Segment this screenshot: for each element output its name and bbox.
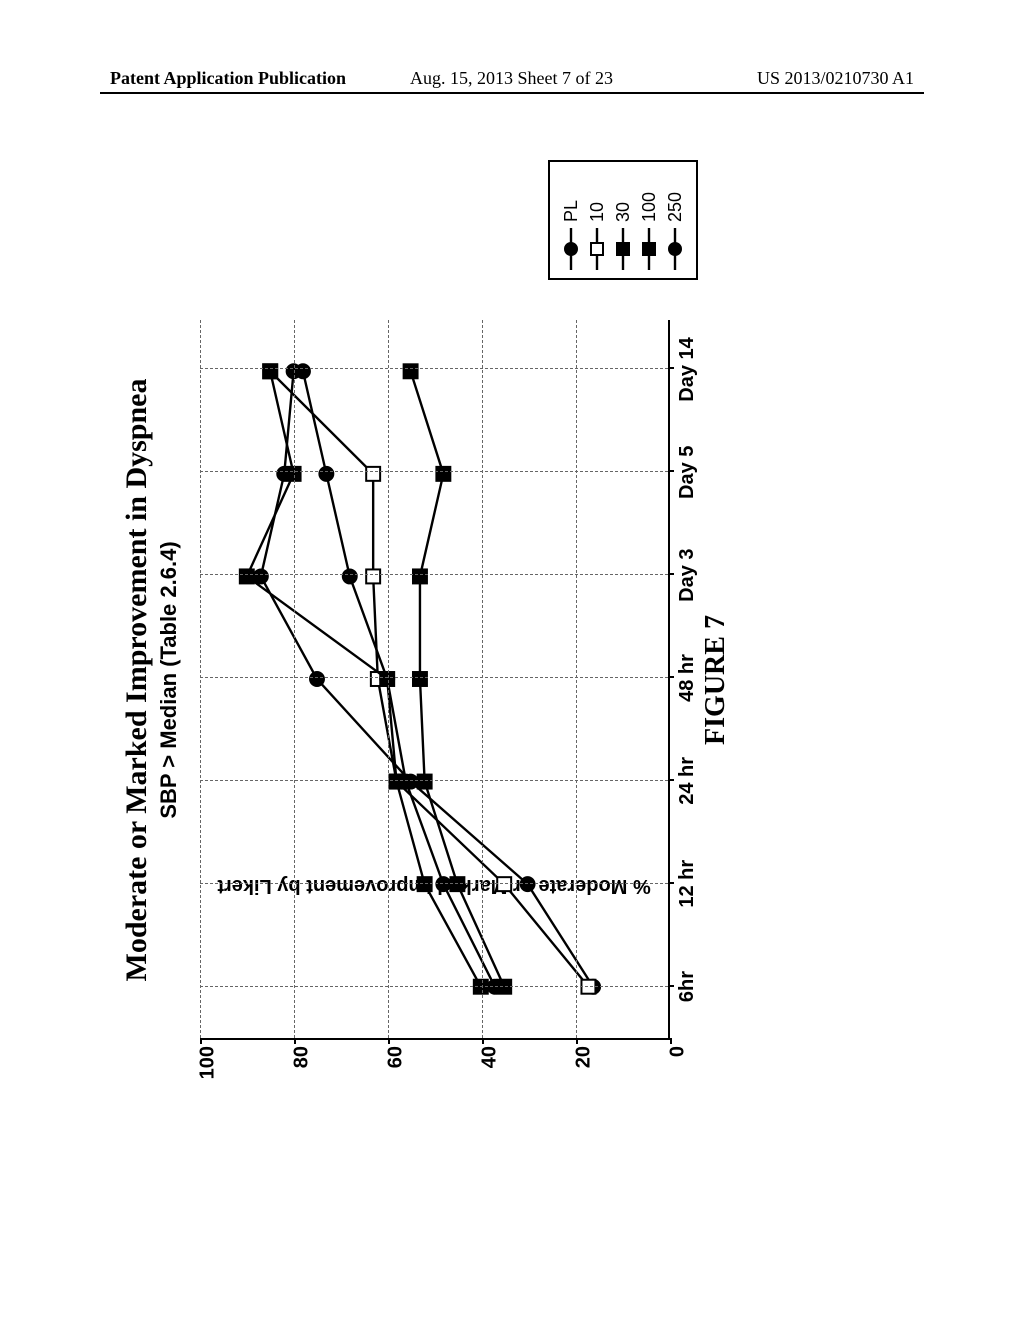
series-line xyxy=(303,371,495,986)
y-tick-mark xyxy=(482,1038,484,1044)
header-left: Patent Application Publication xyxy=(110,68,346,89)
x-tick-mark xyxy=(668,367,674,369)
legend-label: PL xyxy=(561,200,582,222)
x-tick-label: 24 hr xyxy=(676,757,699,805)
legend-label: 30 xyxy=(613,202,634,222)
x-tick-label: Day 5 xyxy=(676,446,699,499)
y-tick-label: 80 xyxy=(291,1046,314,1094)
legend-label: 100 xyxy=(639,192,660,222)
y-tick-label: 0 xyxy=(667,1046,690,1094)
x-tick-label: 6hr xyxy=(676,971,699,1002)
series-marker xyxy=(436,467,450,481)
series-marker xyxy=(296,364,310,378)
series-marker xyxy=(366,569,380,583)
y-gridline xyxy=(388,320,389,1038)
legend-row: 30 xyxy=(610,172,636,270)
x-tick-mark xyxy=(668,882,674,884)
y-tick-mark xyxy=(576,1038,578,1044)
legend-row: 250 xyxy=(662,172,688,270)
y-gridline xyxy=(200,320,201,1038)
y-gridline xyxy=(294,320,295,1038)
x-tick-label: 48 hr xyxy=(676,654,699,702)
series-marker xyxy=(319,467,333,481)
header-mid: Aug. 15, 2013 Sheet 7 of 23 xyxy=(410,68,613,89)
series-marker xyxy=(404,364,418,378)
figure-rotated-container: Moderate or Marked Improvement in Dyspne… xyxy=(120,190,900,1170)
series-marker xyxy=(418,877,432,891)
legend-row: 100 xyxy=(636,172,662,270)
x-gridline xyxy=(200,677,668,678)
y-gridline xyxy=(576,320,577,1038)
legend-row: 10 xyxy=(584,172,610,270)
series-marker xyxy=(418,775,432,789)
chart-series-svg xyxy=(200,320,668,1038)
y-tick-label: 20 xyxy=(573,1046,596,1094)
legend-row: PL xyxy=(558,172,584,270)
series-marker xyxy=(436,877,450,891)
y-tick-mark xyxy=(294,1038,296,1044)
legend-swatch xyxy=(639,228,659,270)
header-rule xyxy=(100,92,924,94)
chart-subtitle: SBP > Median (Table 2.6.4) xyxy=(156,190,182,1170)
figure-label: FIGURE 7 xyxy=(700,190,732,1170)
x-gridline xyxy=(200,471,668,472)
x-gridline xyxy=(200,986,668,987)
x-gridline xyxy=(200,574,668,575)
y-tick-label: 100 xyxy=(197,1046,220,1094)
series-marker xyxy=(497,877,511,891)
y-tick-mark xyxy=(388,1038,390,1044)
chart-plot-area: % Moderate or Marked Improvement by Like… xyxy=(200,320,670,1040)
x-tick-mark xyxy=(668,470,674,472)
figure: Moderate or Marked Improvement in Dyspne… xyxy=(120,190,900,1170)
legend-swatch xyxy=(561,228,581,270)
legend-label: 250 xyxy=(665,192,686,222)
y-tick-mark xyxy=(670,1038,672,1044)
series-marker xyxy=(310,672,324,686)
x-gridline xyxy=(200,368,668,369)
y-gridline xyxy=(482,320,483,1038)
x-tick-label: 12 hr xyxy=(676,860,699,908)
x-tick-mark xyxy=(668,985,674,987)
series-marker xyxy=(343,569,357,583)
legend-swatch xyxy=(613,228,633,270)
series-marker xyxy=(263,364,277,378)
legend-swatch xyxy=(587,228,607,270)
chart-title: Moderate or Marked Improvement in Dyspne… xyxy=(120,190,154,1170)
chart-legend: PL1030100250 xyxy=(548,160,698,280)
x-tick-label: Day 14 xyxy=(676,337,699,402)
series-marker xyxy=(474,980,488,994)
series-marker xyxy=(413,672,427,686)
series-marker xyxy=(399,775,413,789)
series-marker xyxy=(488,980,502,994)
series-marker xyxy=(450,877,464,891)
series-marker xyxy=(366,467,380,481)
x-gridline xyxy=(200,883,668,884)
y-tick-mark xyxy=(200,1038,202,1044)
series-marker xyxy=(413,569,427,583)
y-tick-label: 40 xyxy=(479,1046,502,1094)
series-marker xyxy=(581,980,595,994)
legend-label: 10 xyxy=(587,202,608,222)
patent-page: Patent Application Publication Aug. 15, … xyxy=(0,0,1024,1320)
legend-swatch xyxy=(665,228,685,270)
series-marker xyxy=(254,569,268,583)
x-gridline xyxy=(200,780,668,781)
x-tick-mark xyxy=(668,779,674,781)
series-marker xyxy=(521,877,535,891)
x-tick-label: Day 3 xyxy=(676,548,699,601)
x-tick-mark xyxy=(668,676,674,678)
header-right: US 2013/0210730 A1 xyxy=(757,68,914,89)
x-tick-mark xyxy=(668,573,674,575)
series-marker xyxy=(240,569,254,583)
y-tick-label: 60 xyxy=(385,1046,408,1094)
